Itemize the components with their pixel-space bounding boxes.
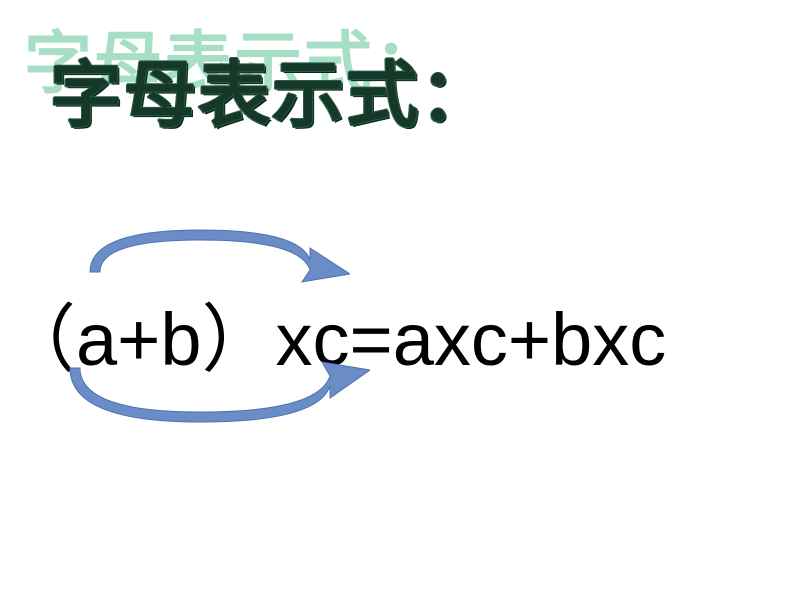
- top-arrow-icon: [50, 212, 350, 292]
- top-arrow-path: [90, 230, 350, 282]
- title-main-text: 字母表示式：: [50, 36, 494, 141]
- bottom-arrow-path: [70, 362, 370, 422]
- slide-stage: 字母表示式： 字母表示式： （a+b）xc=axc+bxc: [0, 0, 794, 596]
- bottom-arrow-icon: [30, 360, 370, 450]
